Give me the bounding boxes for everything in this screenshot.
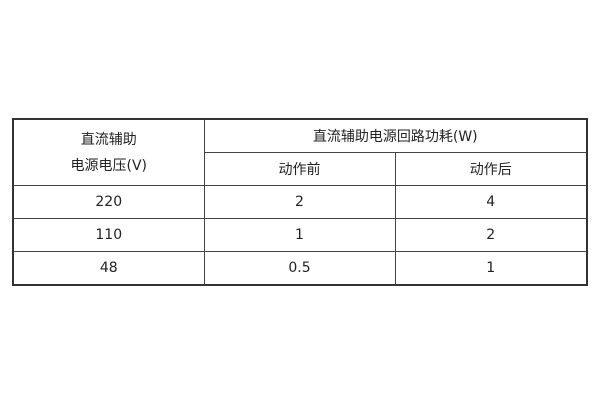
before-action-header: 动作前 bbox=[203, 152, 396, 186]
before-cell: 1 bbox=[203, 218, 396, 252]
voltage-cell: 110 bbox=[12, 218, 205, 252]
table-row: 220 2 4 bbox=[12, 185, 588, 219]
after-cell: 4 bbox=[394, 185, 588, 219]
voltage-cell: 48 bbox=[12, 251, 205, 286]
power-consumption-table: 直流辅助 电源电压(V) 直流辅助电源回路功耗(W) 动作前 动作后 220 2… bbox=[12, 118, 588, 286]
table-row: 110 1 2 bbox=[12, 218, 588, 252]
after-cell: 1 bbox=[394, 251, 588, 286]
voltage-header: 直流辅助 电源电压(V) bbox=[12, 118, 205, 186]
voltage-header-line1: 直流辅助 bbox=[80, 131, 137, 148]
power-group-header: 直流辅助电源回路功耗(W) bbox=[203, 118, 588, 153]
after-cell: 2 bbox=[394, 218, 588, 252]
voltage-cell: 220 bbox=[12, 185, 205, 219]
header-row-1: 直流辅助 电源电压(V) 直流辅助电源回路功耗(W) bbox=[12, 118, 588, 186]
voltage-header-line2: 电源电压(V) bbox=[70, 157, 147, 174]
table-row: 48 0.5 1 bbox=[12, 251, 588, 286]
after-action-header: 动作后 bbox=[394, 152, 588, 186]
before-cell: 2 bbox=[203, 185, 396, 219]
header-row-2: 动作前 动作后 bbox=[13, 152, 588, 186]
before-cell: 0.5 bbox=[203, 251, 396, 286]
